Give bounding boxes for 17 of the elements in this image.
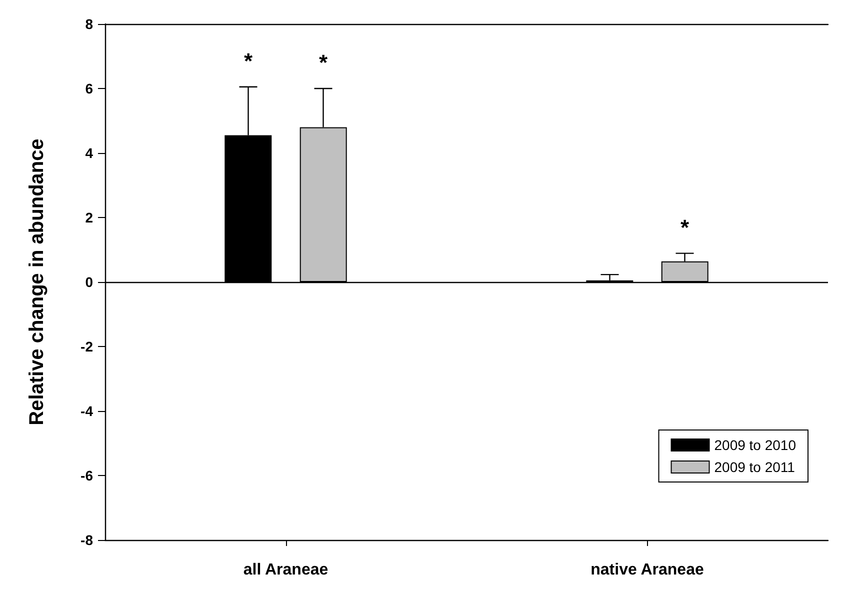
x-tick-label: all Araneae — [243, 562, 328, 578]
y-axis-title: Relative change in abundance — [26, 138, 48, 426]
y-tick-label: -2 — [80, 338, 94, 354]
data-label: * — [318, 50, 328, 75]
y-tick-label: -6 — [80, 468, 94, 484]
legend-label: 2009 to 2010 — [714, 437, 796, 453]
data-label: * — [244, 48, 253, 74]
y-tick-label: 0 — [85, 274, 94, 290]
legend-label: 2009 to 2011 — [714, 459, 796, 475]
data-label: * — [680, 214, 690, 240]
y-tick-label: 4 — [85, 145, 94, 161]
y-tick-label: 6 — [85, 80, 94, 96]
y-tick-label: -4 — [80, 403, 94, 419]
x-tick-label: native Araneae — [590, 562, 704, 578]
y-tick-label: 8 — [85, 16, 94, 32]
y-tick-label: 2 — [85, 210, 94, 226]
y-tick-label: -8 — [80, 532, 94, 548]
